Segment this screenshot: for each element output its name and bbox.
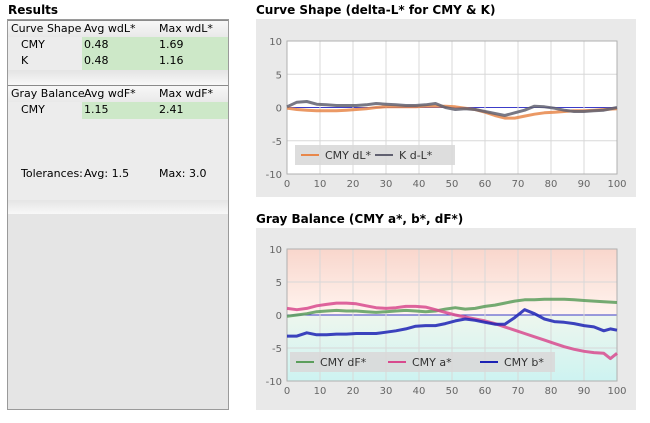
gray-table-body bbox=[8, 102, 228, 214]
x-tick-label: 80 bbox=[545, 179, 558, 190]
y-tick-label: 10 bbox=[269, 245, 282, 256]
curve-table-header: Curve Shape Avg wdL* Max wdL* bbox=[8, 20, 228, 38]
gray-chart-panel: 10 5 0 -5 -10 0 10 20 30 40 50 60 70 80 90 100 CMY dF* CM… bbox=[256, 228, 636, 410]
tolerances-label: Tolerances: bbox=[21, 167, 83, 180]
x-tick-label: 40 bbox=[413, 179, 426, 190]
y-tick-label: 5 bbox=[276, 70, 282, 81]
row-max: 1.69 bbox=[159, 38, 184, 51]
series-line-cmy-b- bbox=[287, 308, 618, 338]
x-tick-label: 70 bbox=[512, 179, 525, 190]
gray-chart-title: Gray Balance (CMY a*, b*, dF*) bbox=[256, 212, 464, 226]
curve-values-highlight bbox=[82, 37, 228, 70]
gray-header-name: Gray Balance bbox=[11, 87, 85, 100]
gray-values-highlight bbox=[82, 102, 228, 119]
x-tick-label: 80 bbox=[545, 386, 558, 397]
x-tick-label: 0 bbox=[284, 386, 290, 397]
tolerances-avg: Avg: 1.5 bbox=[84, 167, 130, 180]
curve-table-body bbox=[8, 37, 228, 70]
x-tick-label: 70 bbox=[512, 386, 525, 397]
y-tick-label: 5 bbox=[276, 278, 282, 289]
x-tick-label: 50 bbox=[446, 179, 459, 190]
series-line-cmy-a- bbox=[286, 301, 618, 361]
legend-label: CMY a* bbox=[412, 356, 452, 369]
x-tick-label: 100 bbox=[607, 386, 626, 397]
x-tick-label: 0 bbox=[284, 179, 290, 190]
y-tick-label: -5 bbox=[272, 137, 282, 148]
x-tick-label: 60 bbox=[479, 179, 492, 190]
y-tick-label: -10 bbox=[266, 170, 282, 181]
section-fade bbox=[8, 71, 228, 85]
results-title: Results bbox=[8, 3, 59, 17]
curve-header-max: Max wdL* bbox=[159, 22, 213, 35]
y-tick-label: -5 bbox=[272, 344, 282, 355]
x-tick-label: 90 bbox=[578, 386, 591, 397]
tolerances-max: Max: 3.0 bbox=[159, 167, 207, 180]
table-row: CMY 1.15 2.41 bbox=[8, 102, 228, 118]
row-avg: 1.15 bbox=[84, 103, 109, 116]
x-tick-label: 10 bbox=[314, 386, 327, 397]
table-row: CMY 0.48 1.69 bbox=[8, 37, 228, 53]
legend-label: CMY dL* bbox=[325, 149, 371, 162]
row-max: 2.41 bbox=[159, 103, 184, 116]
row-name: CMY bbox=[21, 38, 45, 51]
curve-chart-title: Curve Shape (delta-L* for CMY & K) bbox=[256, 3, 496, 17]
legend-box bbox=[290, 352, 555, 372]
table-row: K 0.48 1.16 bbox=[8, 53, 228, 69]
x-tick-label: 90 bbox=[578, 179, 591, 190]
row-name: K bbox=[21, 54, 29, 67]
y-tick-label: 10 bbox=[269, 37, 282, 48]
tolerances-row: Tolerances: Avg: 1.5 Max: 3.0 bbox=[8, 166, 228, 182]
series-line-cmy-df- bbox=[286, 297, 618, 318]
x-tick-label: 40 bbox=[413, 386, 426, 397]
x-tick-label: 20 bbox=[347, 386, 360, 397]
series-line-k-d-l- bbox=[286, 100, 618, 117]
row-name: CMY bbox=[21, 103, 45, 116]
x-tick-label: 100 bbox=[607, 179, 626, 190]
section-fade bbox=[8, 200, 228, 214]
y-tick-label: -10 bbox=[266, 377, 282, 388]
x-tick-label: 30 bbox=[380, 179, 393, 190]
x-tick-label: 50 bbox=[446, 386, 459, 397]
row-avg: 0.48 bbox=[84, 54, 109, 67]
y-tick-label: 0 bbox=[276, 311, 282, 322]
curve-chart-panel: 10 5 0 -5 -10 0 10 20 30 40 50 60 70 80 90 100 CMY dL* K … bbox=[256, 19, 636, 197]
legend-label: K d-L* bbox=[399, 149, 433, 162]
curve-header-name: Curve Shape bbox=[11, 22, 82, 35]
row-max: 1.16 bbox=[159, 54, 184, 67]
gray-table-header: Gray Balance Avg wdF* Max wdF* bbox=[8, 85, 228, 103]
series-line-cmy-dl- bbox=[286, 104, 618, 120]
gray-header-max: Max wdF* bbox=[159, 87, 214, 100]
results-panel: Curve Shape Avg wdL* Max wdL* CMY 0.48 1… bbox=[7, 19, 229, 410]
x-tick-label: 30 bbox=[380, 386, 393, 397]
x-tick-label: 20 bbox=[347, 179, 360, 190]
legend-label: CMY b* bbox=[504, 356, 544, 369]
x-tick-label: 10 bbox=[314, 179, 327, 190]
curve-header-avg: Avg wdL* bbox=[84, 22, 136, 35]
y-tick-label: 0 bbox=[276, 104, 282, 115]
x-tick-label: 60 bbox=[479, 386, 492, 397]
legend-label: CMY dF* bbox=[320, 356, 367, 369]
row-avg: 0.48 bbox=[84, 38, 109, 51]
gray-header-avg: Avg wdF* bbox=[84, 87, 136, 100]
